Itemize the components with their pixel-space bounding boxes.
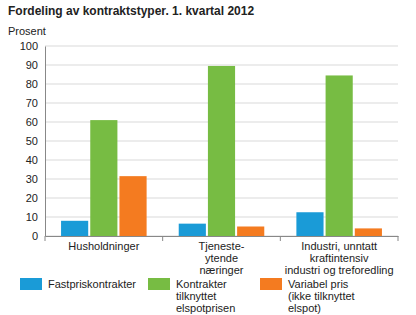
chart: Fordeling av kontraktstyper. 1. kvartal …: [0, 0, 416, 315]
bar: [61, 221, 88, 236]
bar: [90, 120, 117, 236]
y-tick: 70: [26, 97, 45, 109]
y-axis: 0 10 20 30 40 50 60 70 80 90 100: [20, 40, 46, 242]
bars: [61, 66, 382, 236]
y-tick: 90: [26, 59, 45, 71]
y-tick: 10: [26, 211, 45, 223]
y-tick: 100: [20, 40, 45, 52]
grid-line: [45, 46, 398, 47]
legend-swatch: [260, 278, 282, 290]
title: Fordeling av kontraktstyper. 1. kvartal …: [8, 4, 254, 18]
y-tick-label: 20: [26, 192, 38, 204]
legend-item: Variabel pris(ikke tilknyttetelspot): [260, 278, 355, 314]
plot: 0 10 20 30 40 50 60 70 80 90 100 Husholdninger Tjene…: [20, 40, 399, 276]
y-axis-line: [45, 47, 46, 237]
bar: [355, 228, 382, 236]
x-tick-label: Husholdninger: [68, 240, 139, 252]
y-tick-label: 10: [26, 211, 38, 223]
bar: [119, 176, 146, 236]
x-axis: Husholdninger Tjeneste-ytendenæringer Indu…: [45, 236, 399, 276]
y-tick: 30: [26, 173, 45, 185]
y-tick: 20: [26, 192, 45, 204]
x-axis-line: [46, 236, 399, 237]
x-tick: Industri, unntattkraftintensivindustri o…: [285, 236, 394, 276]
y-tick-label: 0: [32, 230, 38, 242]
y-tick: 50: [26, 135, 45, 147]
y-tick-label: 70: [26, 97, 38, 109]
x-tick-label: Tjeneste-ytendenæringer: [199, 240, 245, 276]
y-axis-label: Prosent: [8, 25, 46, 37]
y-tick: 80: [26, 78, 45, 90]
category-separator: [280, 236, 281, 241]
legend-label: Variabel pris(ikke tilknyttetelspot): [288, 278, 355, 314]
y-tick-label: 50: [26, 135, 38, 147]
y-tick-label: 80: [26, 78, 38, 90]
grid-line: [45, 65, 398, 66]
category-separator: [398, 236, 399, 241]
legend-label: Fastpriskontrakter: [48, 278, 136, 290]
legend-swatch: [148, 278, 170, 290]
bar: [208, 66, 235, 236]
y-tick-label: 30: [26, 173, 38, 185]
y-tick: 60: [26, 116, 45, 128]
bar: [326, 75, 353, 236]
legend: Fastpriskontrakter Kontraktertilknyttetel…: [20, 278, 355, 314]
y-tick-label: 40: [26, 154, 38, 166]
legend-swatch: [20, 278, 42, 290]
bar: [237, 227, 264, 237]
y-tick-label: 100: [20, 40, 38, 52]
category-separator: [162, 236, 163, 241]
y-tick: 40: [26, 154, 45, 166]
legend-item: Fastpriskontrakter: [20, 278, 136, 290]
category-separator: [45, 236, 46, 241]
x-tick: Husholdninger: [68, 236, 139, 252]
x-tick: Tjeneste-ytendenæringer: [199, 236, 245, 276]
legend-item: Kontraktertilknyttetelspotprisen: [148, 278, 235, 314]
y-tick-label: 90: [26, 59, 38, 71]
bar: [296, 212, 323, 236]
legend-label: Kontraktertilknyttetelspotprisen: [176, 278, 235, 314]
bar: [179, 224, 206, 236]
y-tick: 0: [32, 230, 45, 242]
x-tick-label: Industri, unntattkraftintensivindustri o…: [285, 240, 394, 276]
y-tick-label: 60: [26, 116, 38, 128]
